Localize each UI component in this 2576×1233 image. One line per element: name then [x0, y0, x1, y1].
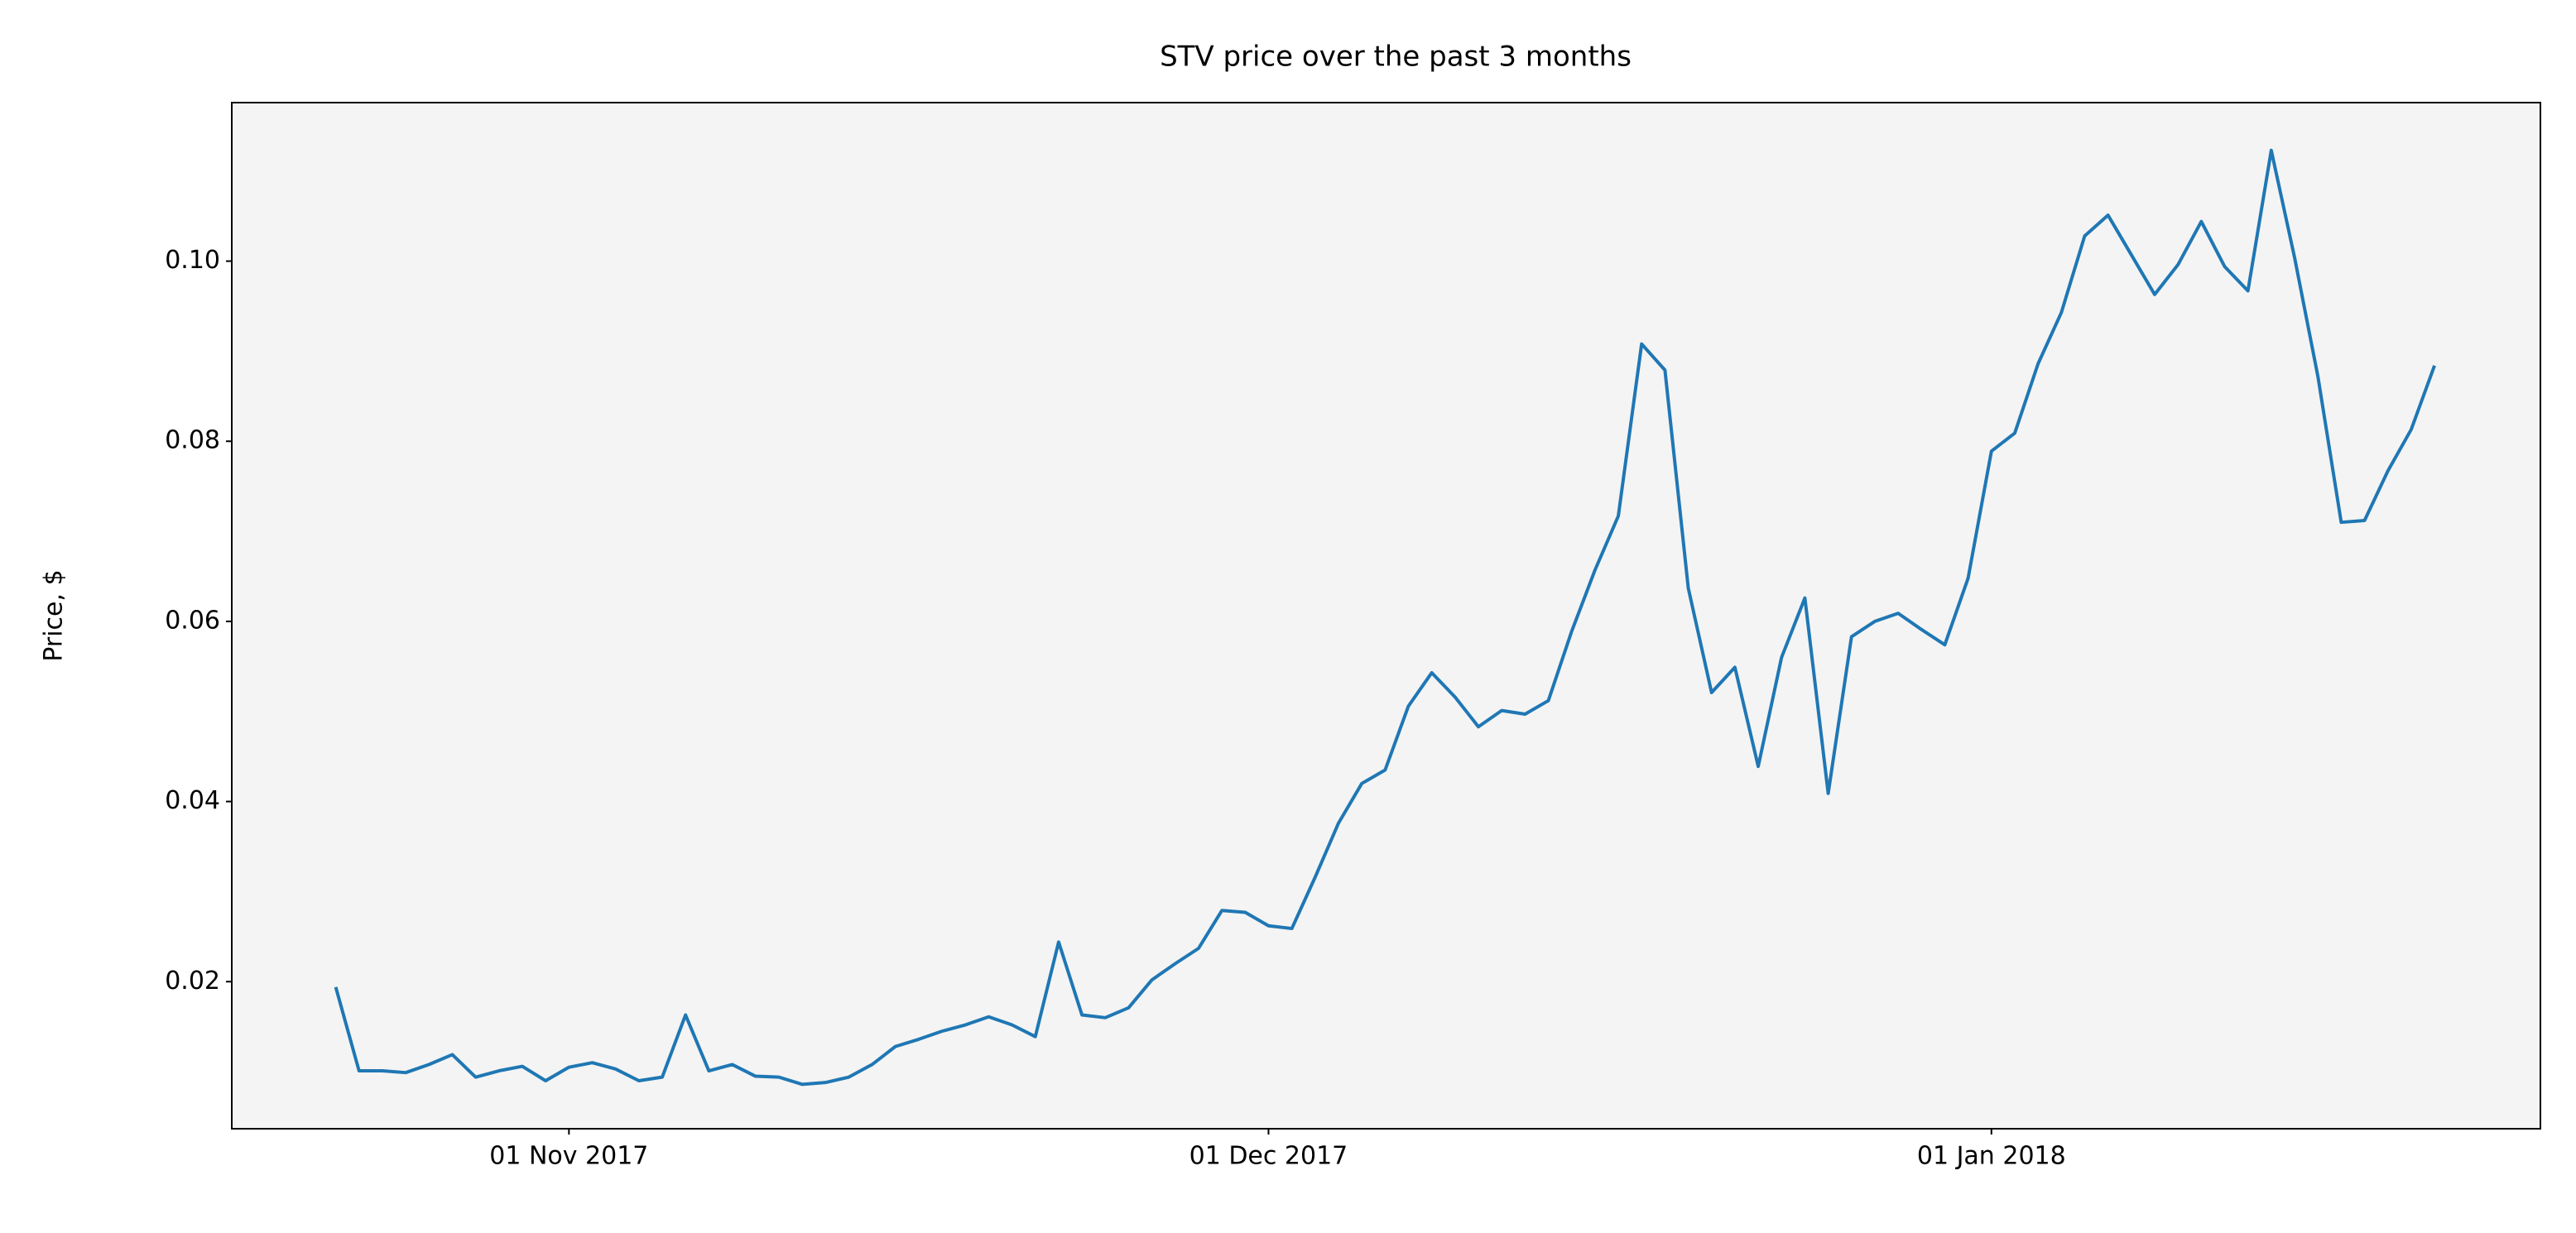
plot-background: [232, 103, 2540, 1129]
price-line: [334, 148, 2436, 1087]
y-axis-label: Price, $: [40, 569, 69, 661]
y-tick-label: 0.04: [165, 786, 220, 815]
x-tick-label: 01 Nov 2017: [489, 1142, 648, 1171]
y-tick-label: 0.08: [165, 426, 220, 455]
y-tick-label: 0.06: [165, 606, 220, 635]
chart-title: STV price over the past 3 months: [1160, 41, 1632, 74]
plot-frame: [231, 102, 2541, 1130]
y-tick-label: 0.02: [165, 967, 220, 996]
x-tick-label: 01 Dec 2017: [1189, 1142, 1348, 1171]
x-tick-label: 01 Jan 2018: [1917, 1142, 2066, 1171]
y-tick-label: 0.10: [165, 246, 220, 275]
